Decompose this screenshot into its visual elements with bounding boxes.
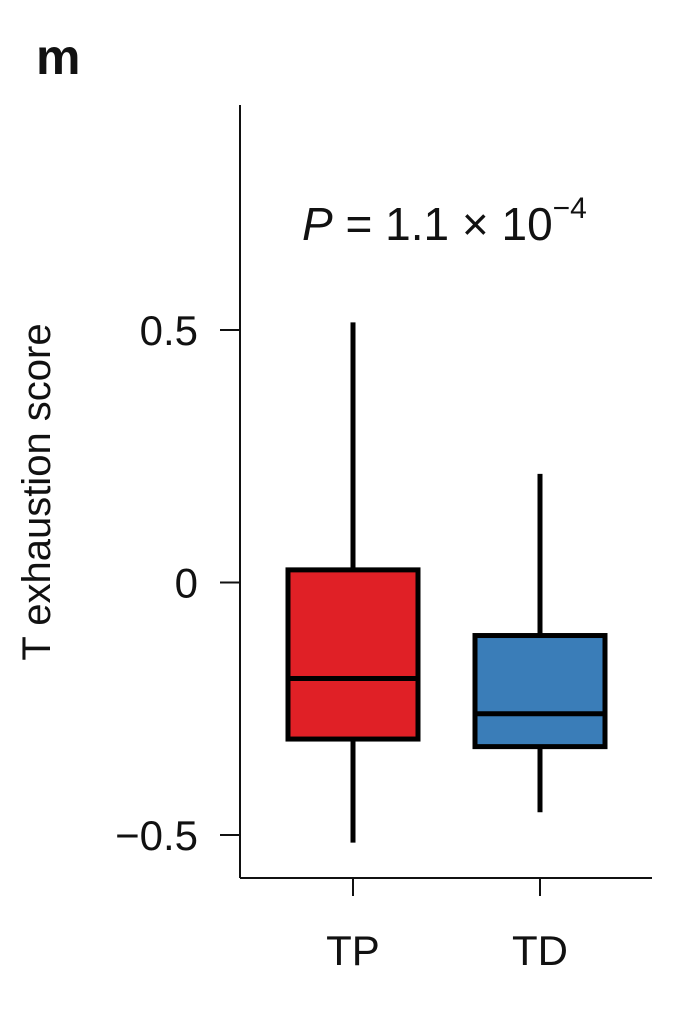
x-tick-label: TD bbox=[512, 927, 568, 974]
boxes bbox=[285, 322, 608, 843]
y-tick-label: 0.5 bbox=[140, 307, 198, 354]
box-tp bbox=[285, 322, 421, 843]
box-td bbox=[472, 473, 608, 813]
iqr-box bbox=[472, 633, 608, 750]
y-axis-title: T exhaustion score bbox=[15, 323, 59, 660]
y-tick-label: 0 bbox=[175, 560, 198, 607]
x-tick-label: TP bbox=[326, 927, 380, 974]
p-value-annotation: P = 1.1 × 10−4 bbox=[302, 192, 587, 250]
y-tick-label: −0.5 bbox=[115, 812, 198, 859]
p-value-text: = 1.1 × 10 bbox=[333, 198, 553, 250]
iqr-box bbox=[285, 567, 421, 742]
p-value-exponent: −4 bbox=[553, 192, 587, 225]
axes: 0.5 0 −0.5 TP TD bbox=[115, 105, 652, 974]
p-value-symbol: P bbox=[302, 198, 333, 250]
panel-label: m bbox=[36, 29, 80, 85]
